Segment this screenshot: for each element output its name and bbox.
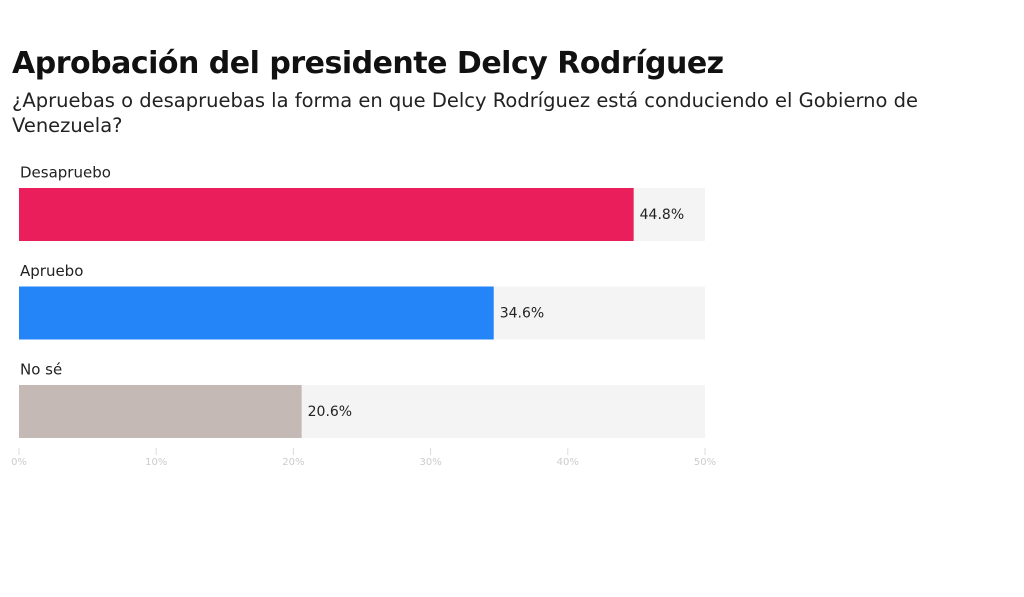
x-tick-label: 20% (282, 457, 304, 468)
bar (19, 286, 494, 340)
category-label: No sé (20, 361, 62, 379)
x-tick-label: 0% (11, 457, 27, 468)
x-tick-label: 30% (419, 457, 441, 468)
x-tick-label: 10% (145, 457, 167, 468)
value-label: 20.6% (308, 404, 352, 420)
chart-title: Aprobación del presidente Delcy Rodrígue… (12, 46, 724, 81)
value-label: 44.8% (640, 207, 684, 223)
value-label: 34.6% (500, 306, 544, 322)
x-tick-label: 50% (694, 457, 716, 468)
bar (19, 188, 634, 241)
x-tick-label: 40% (557, 457, 579, 468)
chart-subtitle: ¿Apruebas o desapruebas la forma en que … (12, 89, 918, 137)
category-label: Desapruebo (20, 164, 111, 182)
category-label: Apruebo (20, 262, 83, 280)
bar (19, 385, 302, 438)
